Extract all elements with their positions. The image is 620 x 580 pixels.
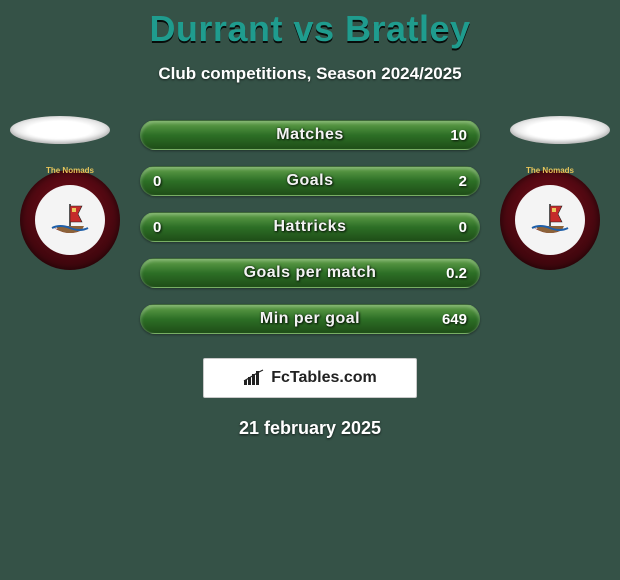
stat-label: Hattricks [274,218,347,236]
comparison-widget: Durrant vs Bratley Club competitions, Se… [0,0,620,580]
stat-label: Goals [287,172,334,190]
stat-label: Matches [276,126,344,144]
stat-rows: Matches 10 0 Goals 2 0 Hattricks 0 Goals… [140,120,480,350]
comparison-arena: The Nomads The Nom [0,120,620,439]
stat-row: Matches 10 [140,120,480,150]
stat-row: Min per goal 649 [140,304,480,334]
badge-outer-ring: The Nomads [20,170,120,270]
stat-row: 0 Hattricks 0 [140,212,480,242]
brand-text: FcTables.com [271,369,377,387]
page-subtitle: Club competitions, Season 2024/2025 [0,64,620,84]
stat-label: Min per goal [260,310,360,328]
stat-right-value: 0.2 [446,265,467,282]
stat-label: Goals per match [244,264,377,282]
stat-row: Goals per match 0.2 [140,258,480,288]
player-badge-left: The Nomads [20,170,120,270]
page-title: Durrant vs Bratley [0,0,620,50]
highlight-ellipse-left [10,116,110,144]
brand-logo[interactable]: FcTables.com [203,358,417,398]
stat-row: 0 Goals 2 [140,166,480,196]
badge-outer-ring: The Nomads [500,170,600,270]
badge-inner [35,185,105,255]
badge-ring-text: The Nomads [500,166,600,175]
stat-right-value: 2 [459,173,467,190]
stat-right-value: 0 [459,219,467,236]
highlight-ellipse-right [510,116,610,144]
bar-chart-icon [243,369,265,387]
stat-right-value: 10 [450,127,467,144]
date-label: 21 february 2025 [0,418,620,439]
stat-left-value: 0 [153,219,161,236]
badge-inner [515,185,585,255]
player-badge-right: The Nomads [500,170,600,270]
stat-right-value: 649 [442,311,467,328]
ship-icon [48,198,92,242]
stat-left-value: 0 [153,173,161,190]
badge-ring-text: The Nomads [20,166,120,175]
ship-icon [528,198,572,242]
